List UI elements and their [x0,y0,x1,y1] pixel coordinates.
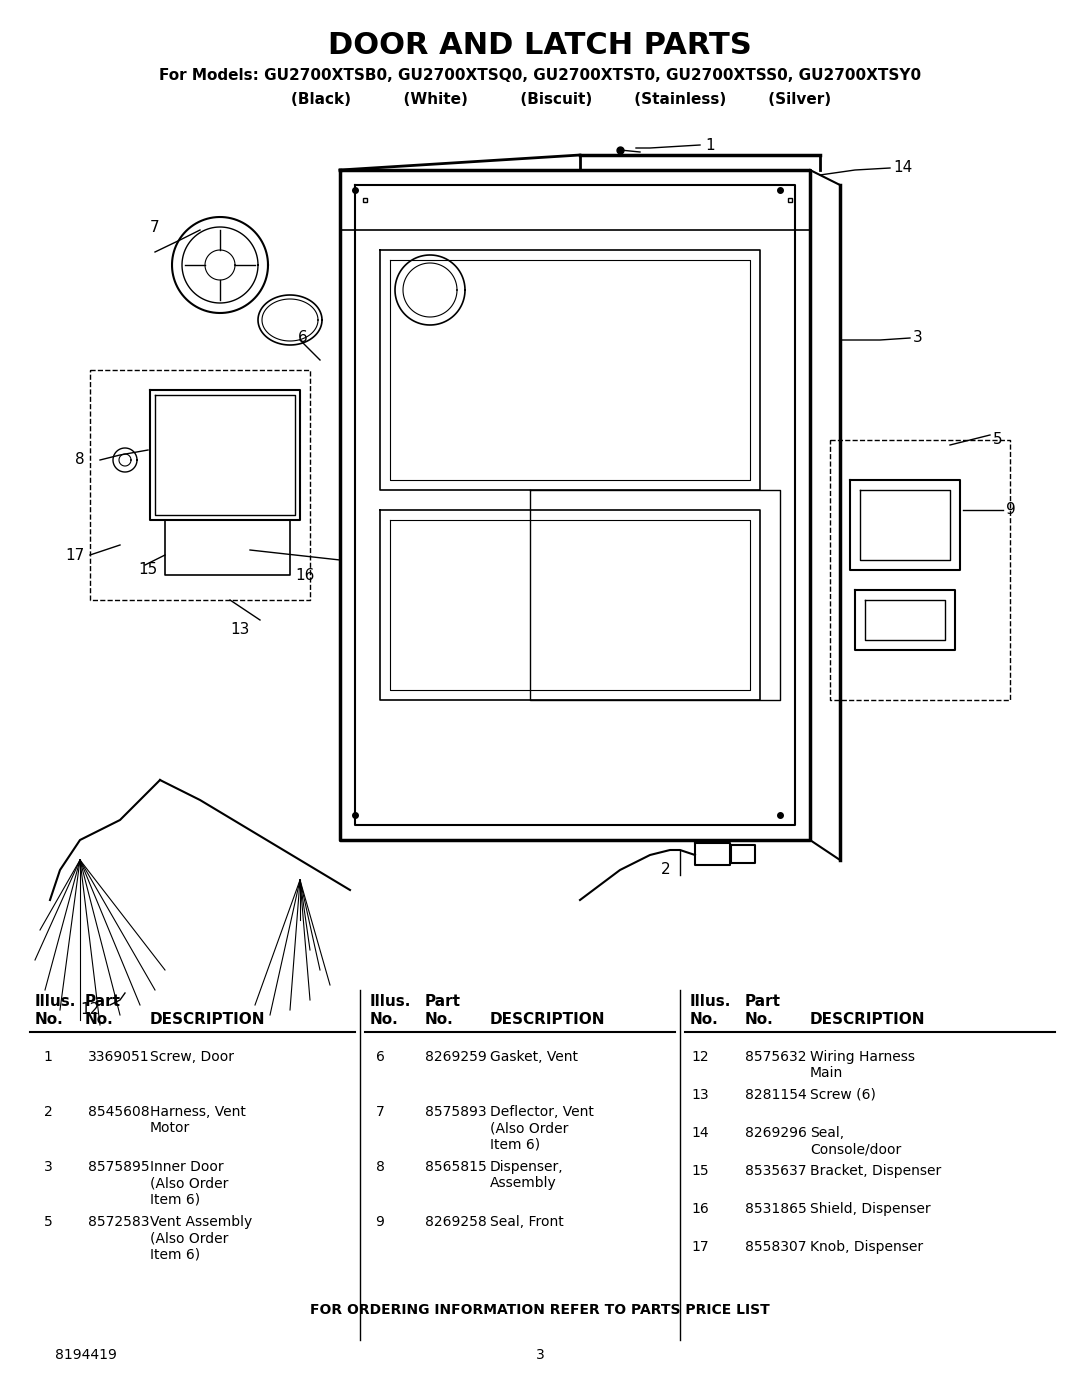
Text: 8: 8 [76,453,85,468]
Text: Illus.: Illus. [690,995,731,1010]
Text: 5: 5 [993,433,1002,447]
Text: Harness, Vent
Motor: Harness, Vent Motor [150,1105,246,1136]
Text: 8558307: 8558307 [745,1241,807,1255]
Text: 8269296: 8269296 [745,1126,807,1140]
Text: Shield, Dispenser: Shield, Dispenser [810,1201,931,1215]
Text: 1: 1 [43,1051,53,1065]
Text: Illus.: Illus. [35,995,77,1010]
Text: DESCRIPTION: DESCRIPTION [810,1013,926,1028]
Text: 8575895: 8575895 [87,1160,150,1173]
Text: 1: 1 [705,137,715,152]
Text: FOR ORDERING INFORMATION REFER TO PARTS PRICE LIST: FOR ORDERING INFORMATION REFER TO PARTS … [310,1303,770,1317]
Text: 8: 8 [376,1160,384,1173]
Text: 6: 6 [298,331,308,345]
Text: Screw, Door: Screw, Door [150,1051,234,1065]
Text: Dispenser,
Assembly: Dispenser, Assembly [490,1160,564,1190]
Text: Seal,
Console/door: Seal, Console/door [810,1126,901,1157]
Text: 15: 15 [691,1164,708,1178]
Text: 8269258: 8269258 [426,1215,487,1229]
Text: 2: 2 [43,1105,52,1119]
Text: Gasket, Vent: Gasket, Vent [490,1051,578,1065]
Text: No.: No. [85,1013,113,1028]
Text: (Black)          (White)          (Biscuit)        (Stainless)        (Silver): (Black) (White) (Biscuit) (Stainless) (S… [248,92,832,108]
Text: No.: No. [370,1013,399,1028]
Text: 3: 3 [43,1160,52,1173]
Text: 9: 9 [1005,503,1016,517]
Text: Bracket, Dispenser: Bracket, Dispenser [810,1164,942,1178]
Text: Vent Assembly
(Also Order
Item 6): Vent Assembly (Also Order Item 6) [150,1215,253,1261]
Text: Screw (6): Screw (6) [810,1088,876,1102]
Text: 12: 12 [691,1051,708,1065]
Text: 6: 6 [376,1051,384,1065]
Text: 8194419: 8194419 [55,1348,117,1362]
Text: 8565815: 8565815 [426,1160,487,1173]
Text: 13: 13 [230,623,249,637]
Text: Inner Door
(Also Order
Item 6): Inner Door (Also Order Item 6) [150,1160,228,1207]
Text: 3: 3 [536,1348,544,1362]
Text: 8531865: 8531865 [745,1201,807,1215]
Text: 3369051: 3369051 [87,1051,150,1065]
Text: 15: 15 [138,563,158,577]
Text: 8281154: 8281154 [745,1088,807,1102]
Text: Seal, Front: Seal, Front [490,1215,564,1229]
Text: 8575893: 8575893 [426,1105,487,1119]
Text: Knob, Dispenser: Knob, Dispenser [810,1241,923,1255]
Text: Deflector, Vent
(Also Order
Item 6): Deflector, Vent (Also Order Item 6) [490,1105,594,1151]
Text: DOOR AND LATCH PARTS: DOOR AND LATCH PARTS [328,31,752,60]
Text: 8535637: 8535637 [745,1164,807,1178]
Text: DESCRIPTION: DESCRIPTION [490,1013,606,1028]
Text: 7: 7 [376,1105,384,1119]
Text: 13: 13 [691,1088,708,1102]
Text: Illus.: Illus. [370,995,411,1010]
Text: 16: 16 [691,1201,708,1215]
Text: 8545608: 8545608 [87,1105,150,1119]
Text: 14: 14 [691,1126,708,1140]
Text: No.: No. [426,1013,454,1028]
Text: Part: Part [85,995,121,1010]
Text: For Models: GU2700XTSB0, GU2700XTSQ0, GU2700XTST0, GU2700XTSS0, GU2700XTSY0: For Models: GU2700XTSB0, GU2700XTSQ0, GU… [159,67,921,82]
Text: 5: 5 [43,1215,52,1229]
Text: 8572583: 8572583 [87,1215,149,1229]
Text: 2: 2 [660,862,670,877]
Text: Wiring Harness
Main: Wiring Harness Main [810,1051,915,1080]
Text: No.: No. [745,1013,773,1028]
Text: 7: 7 [150,221,160,236]
Text: 14: 14 [893,161,913,176]
Text: 12: 12 [80,1003,99,1017]
Text: 8269259: 8269259 [426,1051,487,1065]
Text: Part: Part [745,995,781,1010]
Text: 9: 9 [376,1215,384,1229]
Text: No.: No. [690,1013,719,1028]
Text: 8575632: 8575632 [745,1051,807,1065]
Text: DESCRIPTION: DESCRIPTION [150,1013,266,1028]
Text: No.: No. [35,1013,64,1028]
Text: 16: 16 [295,567,314,583]
Text: 3: 3 [913,331,922,345]
Text: Part: Part [426,995,461,1010]
Text: 17: 17 [691,1241,708,1255]
Text: 17: 17 [66,548,85,563]
